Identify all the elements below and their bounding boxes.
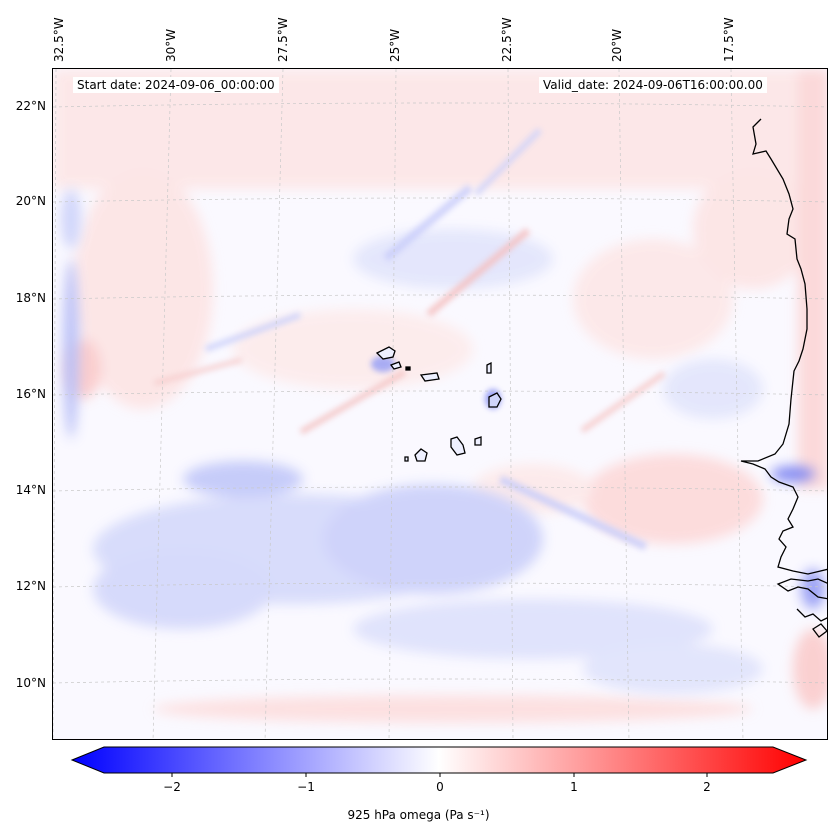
colorbar-ticks <box>171 773 708 777</box>
valid-date-label: Valid_date: 2024-09-06T16:00:00.00 <box>539 77 767 93</box>
lon-label: 27.5°W <box>276 17 290 62</box>
lat-label: 16°N <box>15 387 46 401</box>
lat-label: 20°N <box>15 194 46 208</box>
omega-streaks <box>154 128 666 551</box>
coastline <box>740 118 827 638</box>
colorbar-tick-label: 2 <box>703 780 711 794</box>
lat-label: 10°N <box>15 676 46 690</box>
colorbar-tick-label: 0 <box>436 780 444 794</box>
colorbar-label: 925 hPa omega (Pa s⁻¹) <box>347 808 490 822</box>
lon-label: 22.5°W <box>500 17 514 62</box>
graticule <box>53 69 827 739</box>
lat-label: 22°N <box>15 99 46 113</box>
colorbar-bar <box>70 746 808 774</box>
colorbar-tick-label: 1 <box>570 780 578 794</box>
lat-label: 12°N <box>15 579 46 593</box>
lat-label: 18°N <box>15 291 46 305</box>
colorbar-tick-label: −2 <box>163 780 181 794</box>
lat-label: 14°N <box>15 483 46 497</box>
colorbar-tick-label: −1 <box>297 780 315 794</box>
negative-omega-areas <box>61 189 825 694</box>
lon-label: 30°W <box>164 28 178 62</box>
map-panel[interactable]: Start date: 2024-09-06_00:00:00 Valid_da… <box>52 68 828 740</box>
lon-label: 25°W <box>388 28 402 62</box>
start-date-label: Start date: 2024-09-06_00:00:00 <box>73 77 279 93</box>
cape-verde-islands <box>375 346 502 462</box>
omega-field <box>53 69 827 739</box>
lon-label: 20°W <box>610 28 624 62</box>
lon-label: 32.5°W <box>52 17 66 62</box>
lon-label: 17.5°W <box>722 17 736 62</box>
